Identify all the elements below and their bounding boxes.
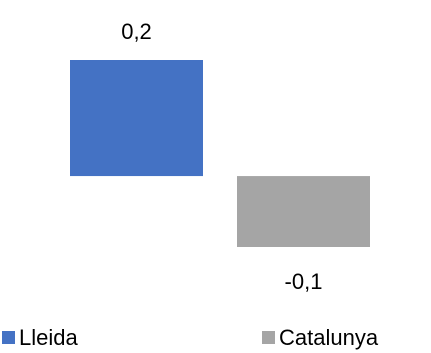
data-label: -0,1 (285, 269, 323, 294)
legend-label: Catalunya (279, 325, 379, 350)
bar (237, 176, 370, 247)
legend-swatch (262, 331, 275, 344)
bar (70, 60, 203, 177)
legend-label: Lleida (19, 325, 78, 350)
legend-swatch (2, 331, 15, 344)
data-label: 0,2 (121, 19, 152, 44)
